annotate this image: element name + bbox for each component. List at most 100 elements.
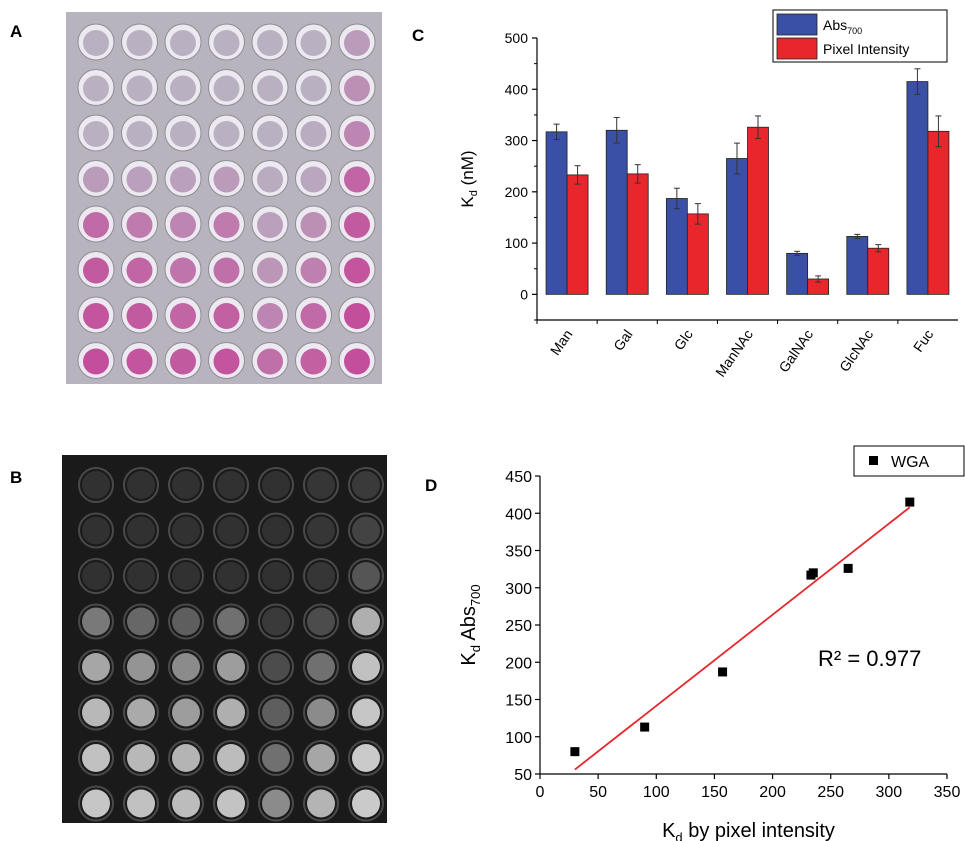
bar-abs-fuc [906, 81, 929, 295]
well-rim [168, 603, 204, 640]
well-rim [213, 467, 249, 503]
x-tick-label: 0 [536, 784, 545, 801]
bar-abs-mannac [726, 158, 748, 295]
well [126, 212, 153, 238]
well [307, 607, 335, 636]
y-tick-label: 400 [505, 506, 532, 523]
well [300, 257, 327, 284]
well [344, 257, 370, 284]
y-tick-label: 400 [505, 81, 529, 97]
data-point [905, 497, 915, 507]
well-rim [78, 603, 114, 640]
r-squared-annotation: R² = 0.977 [818, 646, 921, 671]
well [307, 653, 335, 681]
well-rim [348, 694, 384, 731]
bar-pixel-glc [686, 213, 709, 295]
well-rim [258, 512, 294, 549]
x-tick-label: 350 [934, 784, 961, 801]
well-rim [123, 740, 159, 776]
x-tick-label: ManNAc [712, 327, 756, 380]
well [257, 166, 283, 193]
well-rim [213, 785, 249, 822]
bar-pixel-man [566, 174, 589, 295]
well-rim [213, 694, 249, 731]
fit-line [574, 506, 911, 771]
well [126, 257, 153, 284]
well-rim [168, 740, 204, 776]
well-rim [348, 785, 384, 822]
well [352, 516, 380, 545]
well-rim [78, 785, 114, 822]
data-point [640, 722, 650, 732]
well [352, 653, 380, 681]
well-rim [258, 785, 294, 822]
well-rim [303, 785, 339, 822]
well [172, 744, 200, 772]
well-rim [348, 467, 384, 503]
well [170, 121, 196, 147]
well [217, 516, 245, 545]
well [83, 303, 109, 329]
well [344, 303, 370, 329]
well-rim [168, 512, 204, 549]
well [352, 698, 380, 727]
well [83, 257, 109, 284]
legend-swatch [776, 37, 818, 60]
well [300, 166, 327, 193]
panel-label-c: C [412, 26, 425, 45]
legend-marker [869, 456, 878, 465]
well [127, 516, 155, 545]
well [344, 121, 370, 147]
well-rim [78, 740, 114, 776]
x-tick-label: 200 [759, 784, 786, 801]
y-tick-label: 0 [520, 286, 528, 302]
well [170, 75, 196, 102]
well-rim [348, 512, 384, 549]
well-rim [303, 558, 339, 594]
legend-label: Abs700 [823, 17, 862, 36]
well [82, 607, 110, 636]
legend-label: Pixel Intensity [823, 41, 909, 57]
well-rim [303, 467, 339, 503]
well [300, 30, 327, 56]
x-tick-label: 250 [817, 784, 844, 801]
well-rim [303, 649, 339, 685]
well [213, 348, 240, 375]
bar-pixel-gal [626, 173, 649, 295]
well-rim [213, 558, 249, 594]
y-tick-label: 300 [505, 133, 529, 149]
data-point [808, 568, 818, 578]
y-tick-label: 350 [505, 544, 532, 561]
well [262, 607, 290, 636]
bar-abs-gal [605, 129, 628, 295]
well [307, 789, 335, 818]
well [213, 121, 240, 147]
y-axis-label: Kd (nM) [458, 150, 480, 207]
well-rim [303, 694, 339, 731]
x-tick-label: 300 [876, 784, 903, 801]
well [127, 471, 155, 499]
bar-pixel-mannac [747, 126, 769, 295]
well [257, 348, 283, 375]
data-point [843, 563, 853, 573]
well [127, 653, 155, 681]
x-axis-label: Kd by pixel intensity [662, 820, 835, 841]
x-tick-label: 150 [701, 784, 728, 801]
well [217, 744, 245, 772]
well [217, 698, 245, 727]
x-tick-label: 100 [643, 784, 670, 801]
well-rim [303, 512, 339, 549]
bar-abs-glc [665, 198, 688, 295]
well [257, 212, 283, 238]
well [172, 698, 200, 727]
bar-pixel-fuc [927, 130, 950, 295]
well [307, 471, 335, 499]
well-rim [348, 649, 384, 685]
well-rim [168, 558, 204, 594]
well [83, 212, 109, 238]
well [213, 30, 240, 56]
panel-label-d: D [425, 476, 438, 495]
well [170, 166, 196, 193]
well [262, 698, 290, 727]
well-rim [123, 649, 159, 685]
